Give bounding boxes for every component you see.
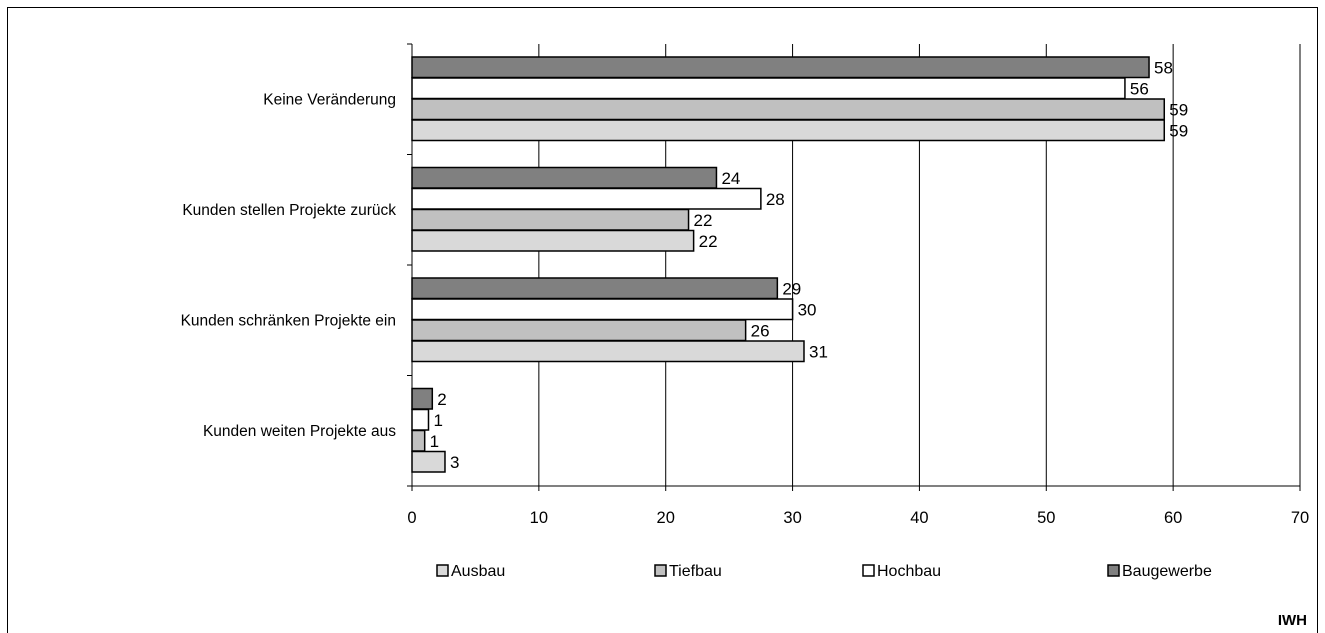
legend-swatch-ausbau: [436, 564, 449, 577]
bar-ausbau: [411, 340, 805, 363]
x-tick-label: 30: [783, 509, 801, 527]
x-tick-label: 0: [407, 509, 416, 527]
legend-label: Ausbau: [451, 563, 505, 580]
bar-value-label: 31: [809, 342, 828, 361]
bar-tiefbau: [411, 319, 747, 342]
bar-value-label: 59: [1169, 100, 1188, 119]
bar-tiefbau: [411, 429, 426, 452]
x-tick-label: 50: [1037, 509, 1055, 527]
bar-value-label: 22: [699, 232, 718, 251]
bar-value-label: 29: [782, 279, 801, 298]
bar-value-label: 59: [1169, 121, 1188, 140]
x-tick-label: 60: [1164, 509, 1182, 527]
bar-value-label: 28: [766, 190, 785, 209]
bar-baugewerbe: [411, 166, 718, 189]
bar-value-label: 2: [437, 390, 446, 409]
bar-value-label: 58: [1154, 58, 1173, 77]
bar-hochbau: [411, 408, 430, 431]
x-tick-label: 20: [657, 509, 675, 527]
category-label: Kunden stellen Projekte zurück: [182, 202, 396, 219]
bar-hochbau: [411, 298, 794, 321]
legend-label: Baugewerbe: [1122, 563, 1212, 580]
chart-frame: IWH: [7, 7, 1318, 633]
x-tick-label: 10: [530, 509, 548, 527]
bar-tiefbau: [411, 98, 1166, 121]
bar-baugewerbe: [411, 56, 1150, 79]
bar-value-label: 26: [751, 321, 770, 340]
bar-value-label: 22: [694, 211, 713, 230]
bar-ausbau: [411, 450, 446, 473]
bar-baugewerbe: [411, 387, 434, 410]
bar-ausbau: [411, 229, 695, 252]
bar-value-label: 1: [433, 411, 442, 430]
source-credit: IWH: [1277, 612, 1307, 629]
legend-swatch-hochbau: [862, 564, 875, 577]
category-label: Kunden schränken Projekte ein: [181, 312, 396, 329]
bar-value-label: 30: [798, 300, 817, 319]
bar-value-label: 3: [450, 453, 459, 472]
bar-value-label: 1: [430, 432, 439, 451]
bar-baugewerbe: [411, 277, 779, 300]
legend-label: Hochbau: [877, 563, 941, 580]
bar-value-label: 24: [721, 169, 740, 188]
bar-tiefbau: [411, 208, 690, 231]
category-label: Keine Veränderung: [263, 91, 396, 108]
legend-swatch-tiefbau: [654, 564, 667, 577]
legend-swatch-baugewerbe: [1107, 564, 1120, 577]
bar-hochbau: [411, 187, 762, 210]
x-tick-label: 70: [1291, 509, 1309, 527]
bar-hochbau: [411, 77, 1126, 100]
legend-label: Tiefbau: [669, 563, 722, 580]
x-tick-label: 40: [910, 509, 928, 527]
bar-value-label: 56: [1130, 79, 1149, 98]
bar-ausbau: [411, 119, 1166, 142]
category-label: Kunden weiten Projekte aus: [203, 423, 396, 440]
